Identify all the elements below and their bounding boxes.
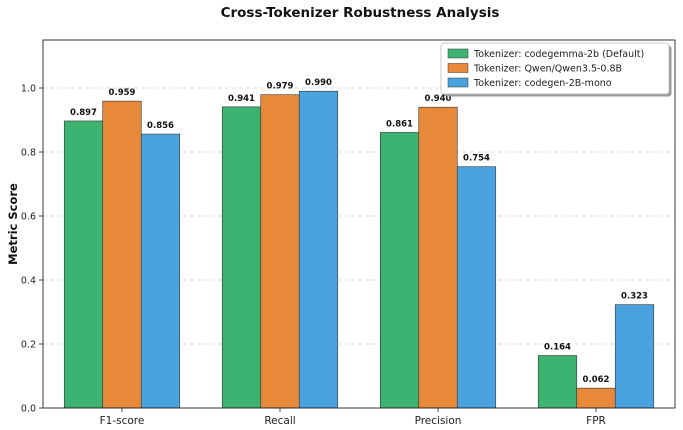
bar-value-label: 0.990 [305,78,332,88]
x-tick-label: Recall [264,415,295,427]
y-tick-label: 0.8 [21,148,36,159]
y-axis-label: Metric Score [6,183,20,265]
plot-frame [42,39,676,409]
bar [379,132,420,409]
y-tick-label: 0.0 [21,404,36,415]
x-tick-label: F1-score [100,415,145,427]
y-tick-label: 0.2 [21,340,36,351]
bar [63,120,104,409]
legend-box [440,42,670,95]
bar [418,106,458,409]
legend-swatch [447,63,469,73]
bar-value-label: 0.856 [147,121,174,131]
bars [63,90,655,409]
legend-entry-label: Tokenizer: codegen-2B-mono [473,78,612,89]
bar-value-label: 0.861 [386,119,413,129]
bar [614,304,655,409]
axes: 0.0 0.2 0.4 0.6 0.8 1.0 F1-score Recall Precisio… [21,39,676,427]
data-labels: 0.897 0.959 0.856 0.941 0.979 0.990 0.861 0.940… [70,78,648,385]
legend: Tokenizer: codegemma-2b (Default) Tokeniz… [440,42,672,97]
bar-value-label: 0.941 [228,94,255,104]
bar-value-label: 0.754 [463,154,490,164]
bar-value-label: 0.979 [267,82,294,92]
legend-entry-label: Tokenizer: codegemma-2b (Default) [473,49,644,60]
bar-value-label: 0.323 [621,292,648,302]
bar [298,90,339,409]
bar [140,133,181,409]
x-tick-label: Precision [415,415,462,427]
bar-value-label: 0.940 [425,94,452,104]
y-tick-label: 0.6 [21,212,36,223]
bar [456,166,497,409]
x-tick-label: FPR [586,415,606,427]
bar-value-label: 0.062 [583,375,610,385]
y-tick-label: 0.4 [21,276,36,287]
legend-swatch [447,77,469,88]
bar [260,94,300,409]
bar-value-label: 0.897 [70,108,97,118]
bar-value-label: 0.164 [544,343,571,353]
bar [576,387,616,409]
chart-title: Cross-Tokenizer Robustness Analysis [221,5,500,21]
legend-swatch [447,48,469,59]
bar-value-label: 0.959 [109,88,136,98]
legend-entry-label: Tokenizer: Qwen/Qwen3.5-0.8B [473,64,622,75]
bar [221,106,262,409]
y-tick-label: 1.0 [21,84,36,95]
bar [537,355,578,409]
bar [102,100,142,409]
